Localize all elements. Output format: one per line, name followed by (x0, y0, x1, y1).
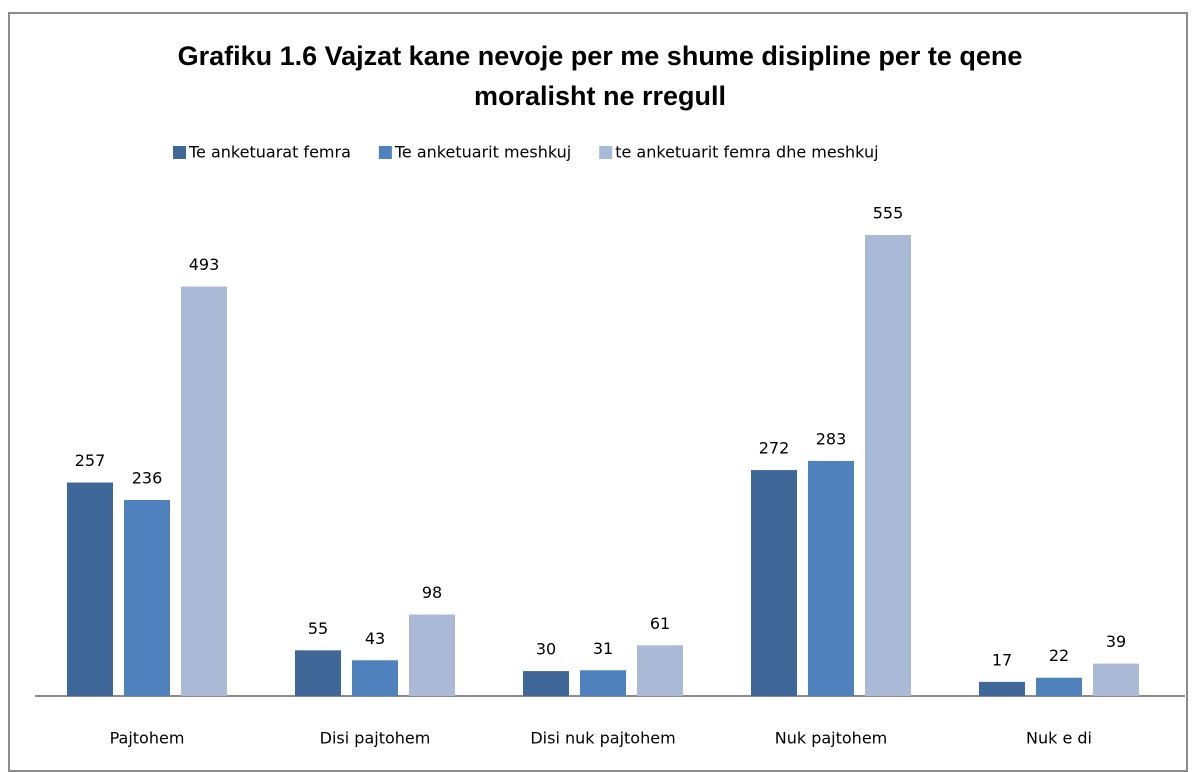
bar (1093, 663, 1139, 696)
data-label: 31 (593, 639, 613, 658)
x-tick-label: Disi nuk pajtohem (530, 729, 675, 748)
bar (67, 482, 113, 696)
data-label: 555 (873, 204, 904, 223)
bar (523, 671, 569, 696)
bar (124, 499, 170, 696)
bar (865, 235, 911, 696)
bar (979, 681, 1025, 696)
legend-swatch (173, 146, 186, 159)
bar (580, 670, 626, 696)
bar (637, 645, 683, 696)
data-label: 30 (536, 640, 556, 659)
bar (409, 614, 455, 696)
bar (751, 470, 797, 696)
legend-swatch (599, 146, 613, 159)
data-label: 272 (759, 439, 790, 458)
x-tick-label: Nuk pajtohem (775, 729, 888, 748)
bar (808, 460, 854, 696)
bar (295, 650, 341, 696)
data-label: 39 (1106, 632, 1126, 651)
bar (352, 660, 398, 696)
data-label: 98 (422, 583, 442, 602)
legend-label: Te anketuarat femra (188, 143, 351, 162)
data-label: 17 (992, 650, 1012, 669)
data-label: 493 (189, 255, 220, 274)
data-label: 257 (75, 451, 106, 470)
data-label: 236 (132, 468, 163, 487)
x-tick-label: Pajtohem (110, 729, 185, 748)
x-tick-label: Nuk e di (1026, 729, 1092, 748)
x-tick-label: Disi pajtohem (320, 729, 431, 748)
legend-swatch (378, 146, 392, 159)
data-label: 55 (308, 619, 328, 638)
bar (1036, 677, 1082, 696)
data-label: 22 (1049, 646, 1069, 665)
data-label: 61 (650, 614, 670, 633)
chart-title: Grafiku 1.6 Vajzat kane nevoje per me sh… (177, 41, 1023, 111)
bar (181, 286, 227, 696)
legend-label: Te anketuarit meshkuj (394, 143, 571, 162)
data-label: 283 (816, 429, 847, 448)
data-label: 43 (365, 629, 385, 648)
legend-label: te anketuarit femra dhe meshkuj (615, 143, 878, 162)
